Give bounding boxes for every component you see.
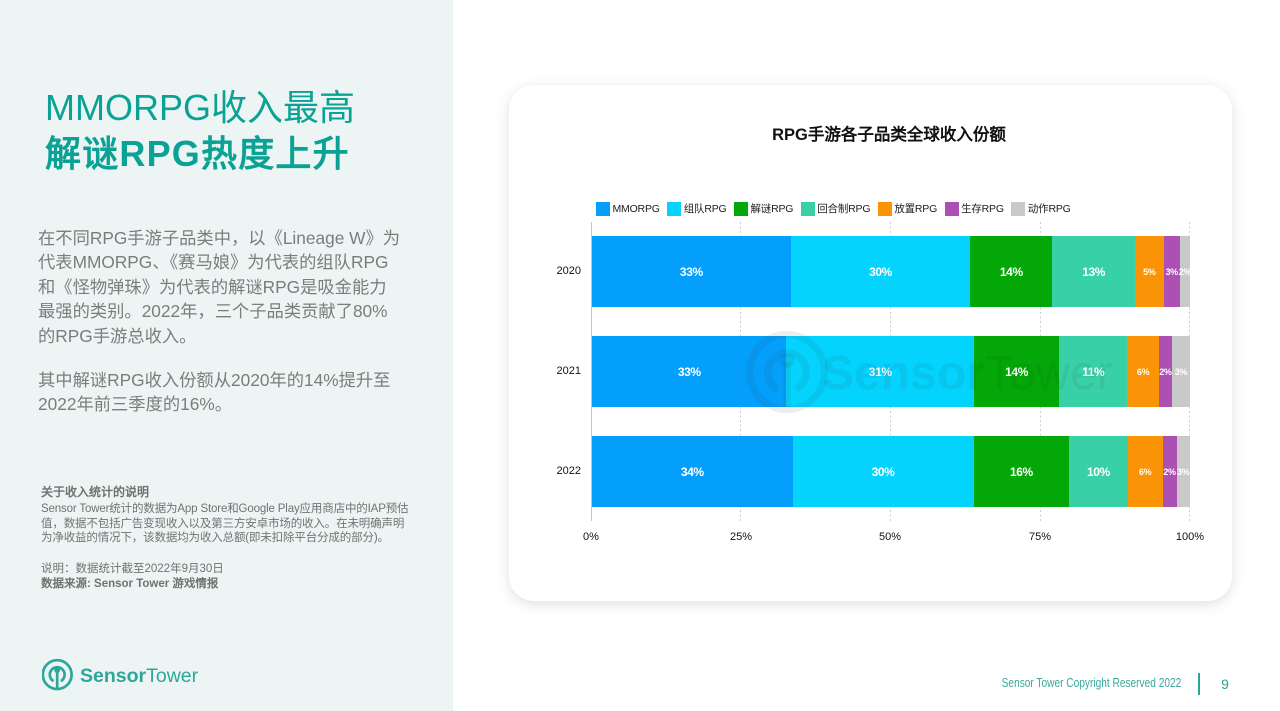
svg-text:SensorTower: SensorTower xyxy=(80,665,199,687)
